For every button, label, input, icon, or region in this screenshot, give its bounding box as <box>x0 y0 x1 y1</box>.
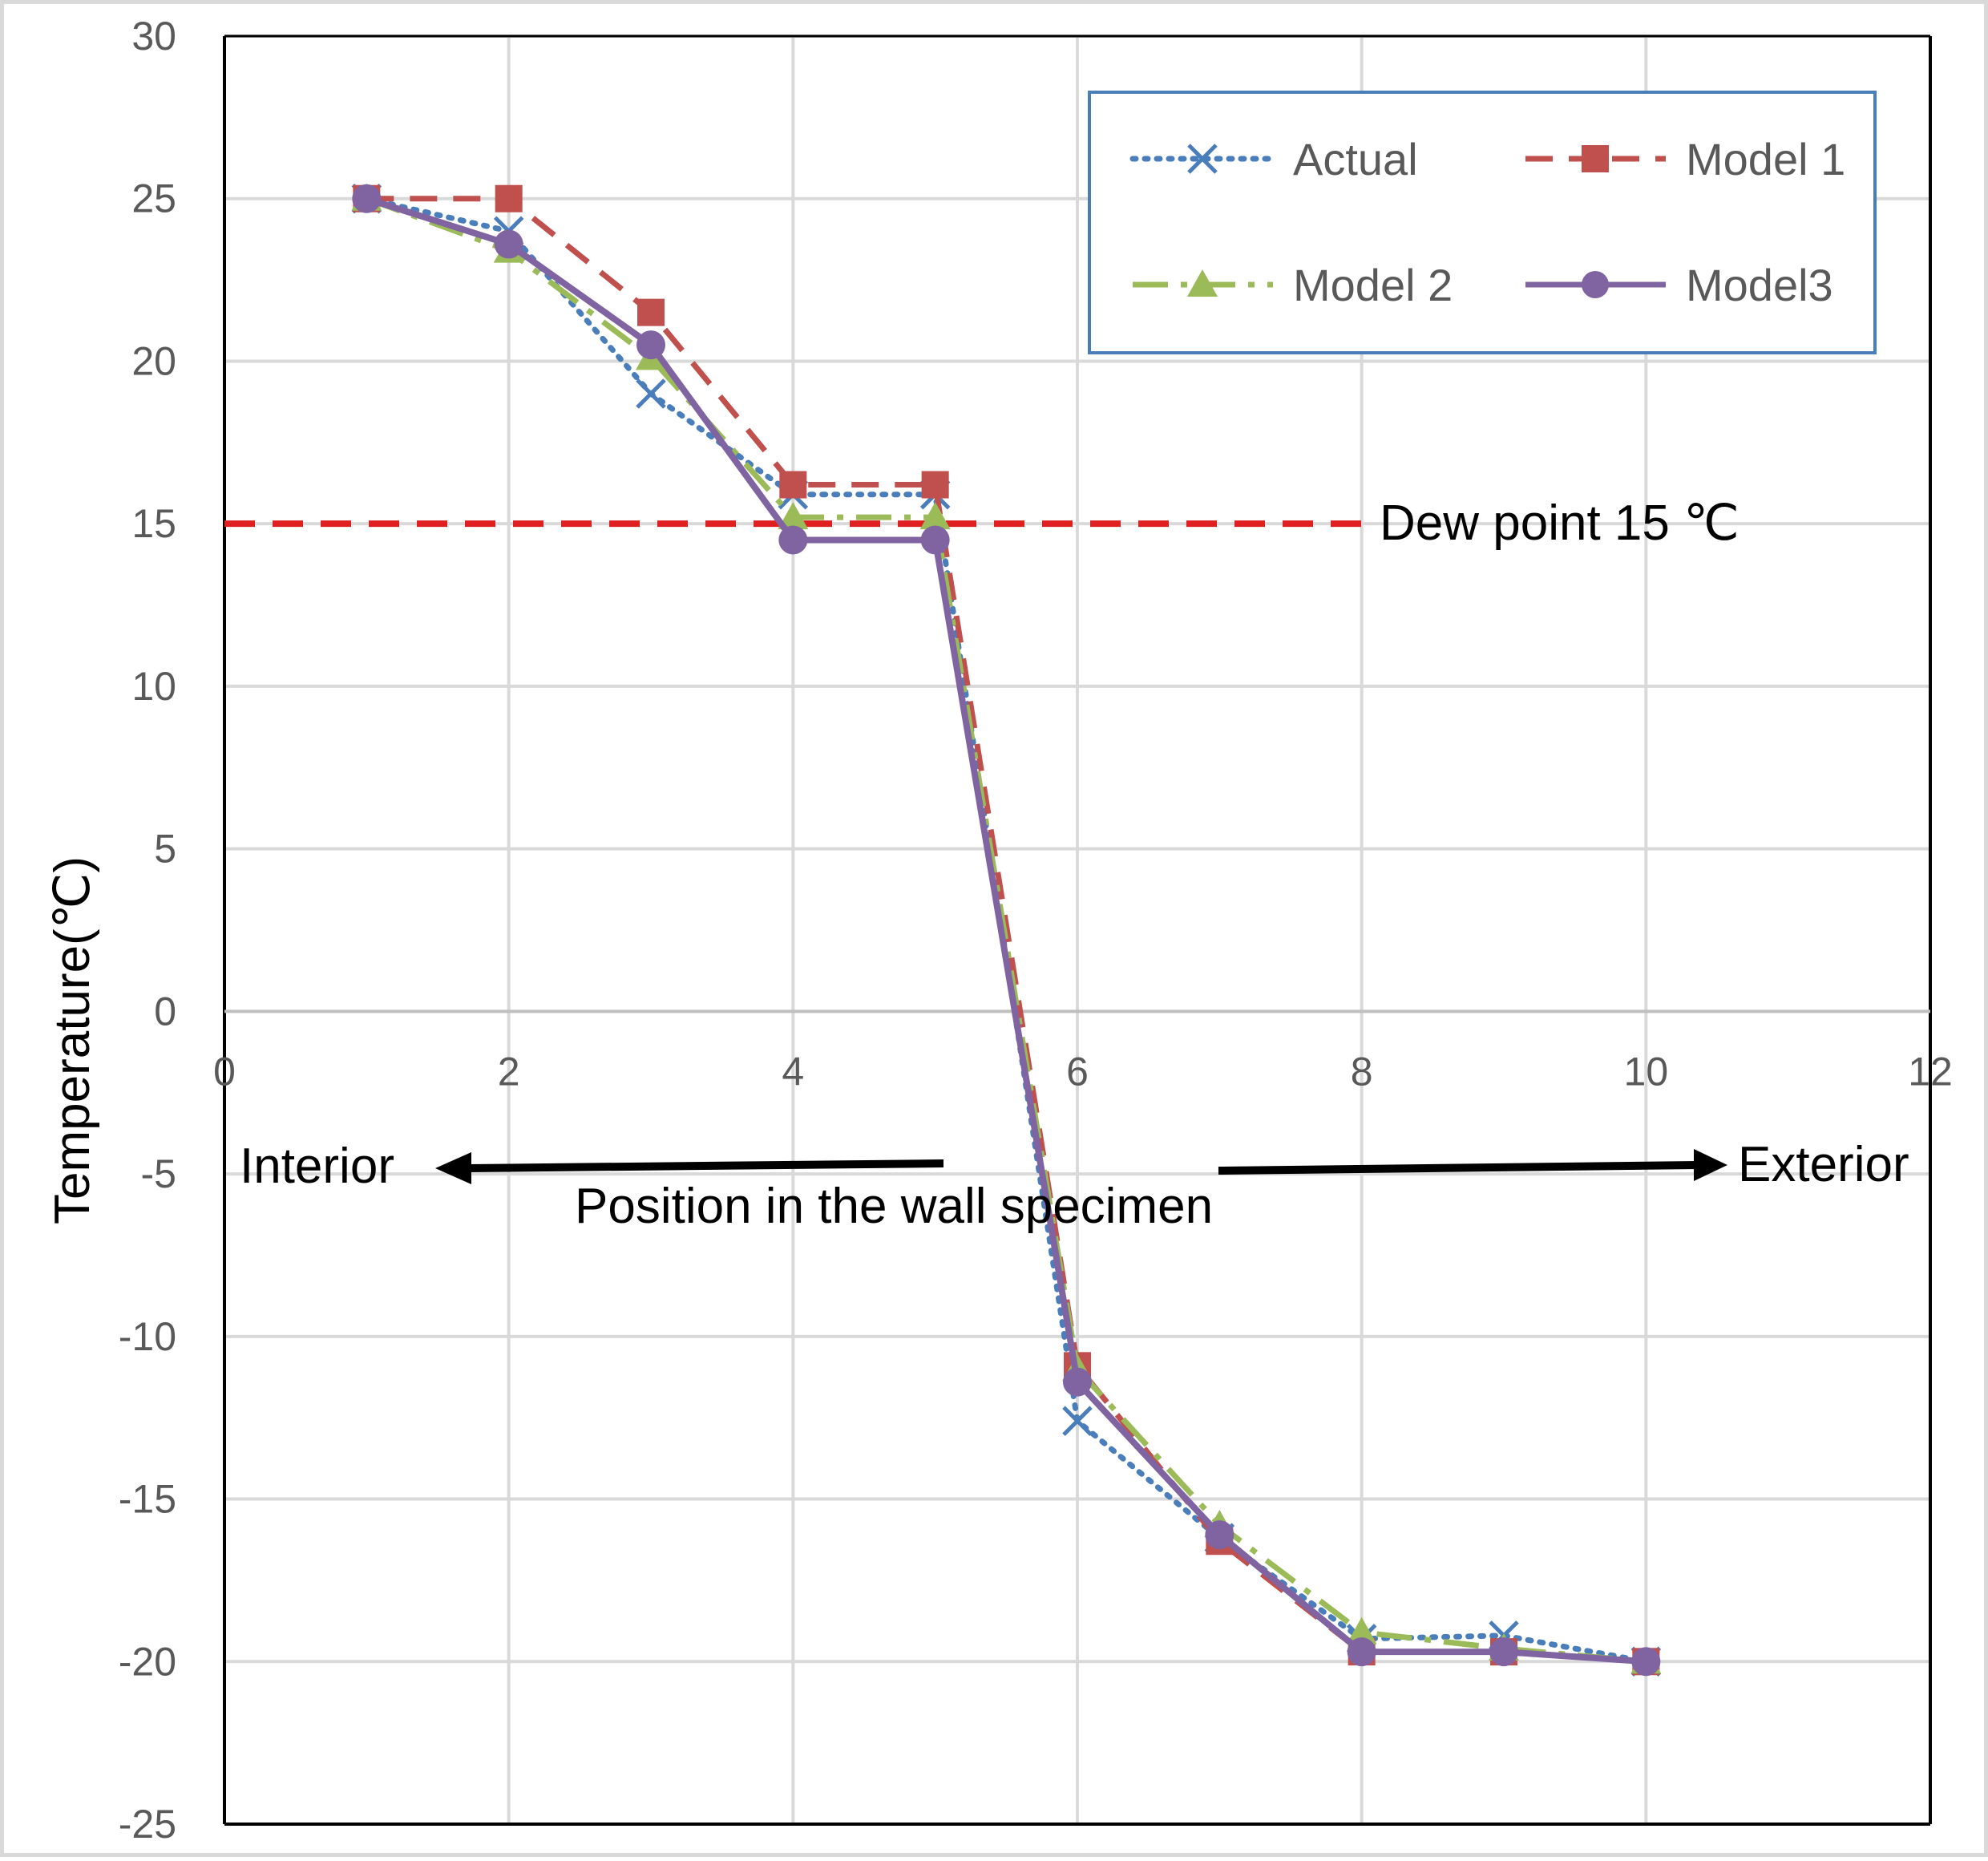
axes <box>223 34 1932 1826</box>
annotations: Dew point 15 ℃ Interior Exterior Positio… <box>45 496 1909 1234</box>
data-point-model3 <box>1063 1367 1092 1397</box>
y-tick-label: 5 <box>154 827 176 872</box>
interior-arrow-head <box>435 1152 471 1184</box>
exterior-arrow-head <box>1694 1149 1727 1181</box>
interior-label: Interior <box>240 1139 394 1194</box>
y-axis-label: Temperature(℃) <box>45 856 100 1224</box>
y-tick-label: -5 <box>141 1151 176 1196</box>
y-tick-label: 25 <box>131 176 176 221</box>
exterior-arrow-shaft <box>1218 1161 1699 1175</box>
y-tick-label: -25 <box>119 1802 176 1847</box>
data-point-model3 <box>352 184 382 213</box>
interior-arrow-shaft <box>467 1159 944 1172</box>
data-point-model3 <box>1347 1637 1376 1667</box>
dew-point-label: Dew point 15 ℃ <box>1380 496 1740 551</box>
data-point-model-1 <box>495 184 523 212</box>
x-tick-label: 4 <box>782 1049 804 1094</box>
data-point-model-1 <box>637 298 665 326</box>
x-tick-label: 12 <box>1908 1049 1953 1094</box>
legend-label-model-2: Model 2 <box>1293 260 1453 310</box>
data-point-model3 <box>1489 1637 1518 1667</box>
y-tick-label: -10 <box>119 1314 176 1359</box>
x-tick-label: 0 <box>213 1049 236 1094</box>
data-point-model-1 <box>921 471 949 499</box>
legend-marker-model-1 <box>1582 145 1609 172</box>
series-line-model-2 <box>366 196 1647 1665</box>
direction-arrows <box>435 1149 1727 1184</box>
data-point-model3 <box>920 525 950 555</box>
legend-label-model-1: Model 1 <box>1686 134 1845 184</box>
y-tick-label: 10 <box>131 664 176 709</box>
data-point-model-2 <box>1346 1616 1377 1645</box>
data-point-actual <box>636 378 666 409</box>
x-tick-label: 10 <box>1624 1049 1669 1094</box>
x-tick-label: 6 <box>1066 1049 1089 1094</box>
tick-labels: 30 25 20 15 10 5 0 -5 -10 -15 -20 -25 0 2 4 6 8 10 12 <box>119 14 1953 1847</box>
y-tick-label: -20 <box>119 1639 176 1684</box>
legend: Actual Model 1 Model 2 Model3 <box>1088 91 1877 354</box>
series-model3 <box>352 184 1661 1677</box>
y-tick-label: -15 <box>119 1477 176 1522</box>
series-model-2 <box>351 183 1662 1674</box>
x-tick-label: 8 <box>1351 1049 1373 1094</box>
legend-item-model-2: Model 2 <box>1133 260 1453 310</box>
legend-label-model3: Model3 <box>1686 260 1833 310</box>
series-line-model3 <box>366 195 1647 1665</box>
legend-marker-actual <box>1187 144 1218 174</box>
data-point-model3 <box>636 330 665 360</box>
data-point-model3 <box>778 525 808 555</box>
x-axis-label: Position in the wall specimen <box>575 1179 1213 1234</box>
data-point-model-1 <box>779 471 807 499</box>
data-series <box>351 183 1662 1677</box>
legend-item-actual: Actual <box>1129 134 1418 184</box>
y-tick-label: 20 <box>131 338 176 383</box>
legend-item-model-1: Model 1 <box>1525 134 1845 184</box>
legend-item-model3: Model3 <box>1525 260 1833 310</box>
data-point-model3 <box>1631 1647 1661 1677</box>
legend-marker-model-2 <box>1187 269 1218 297</box>
y-tick-label: 15 <box>131 501 176 546</box>
line-chart: 30 25 20 15 10 5 0 -5 -10 -15 -20 -25 0 2 4 6 8 10 12 Dew … <box>45 14 1953 1847</box>
data-point-model3 <box>494 229 523 259</box>
y-tick-label: 0 <box>154 989 176 1034</box>
gridlines <box>224 34 1932 1824</box>
legend-label-actual: Actual <box>1293 134 1418 184</box>
legend-box <box>1088 91 1877 354</box>
x-tick-label: 2 <box>498 1049 520 1094</box>
legend-marker-model3 <box>1582 271 1609 298</box>
data-point-model-2 <box>919 502 951 530</box>
data-point-actual <box>1062 1406 1093 1437</box>
exterior-label: Exterior <box>1738 1137 1909 1192</box>
data-point-model-2 <box>778 502 809 530</box>
data-point-model3 <box>1205 1520 1234 1550</box>
y-tick-label: 30 <box>131 14 176 59</box>
